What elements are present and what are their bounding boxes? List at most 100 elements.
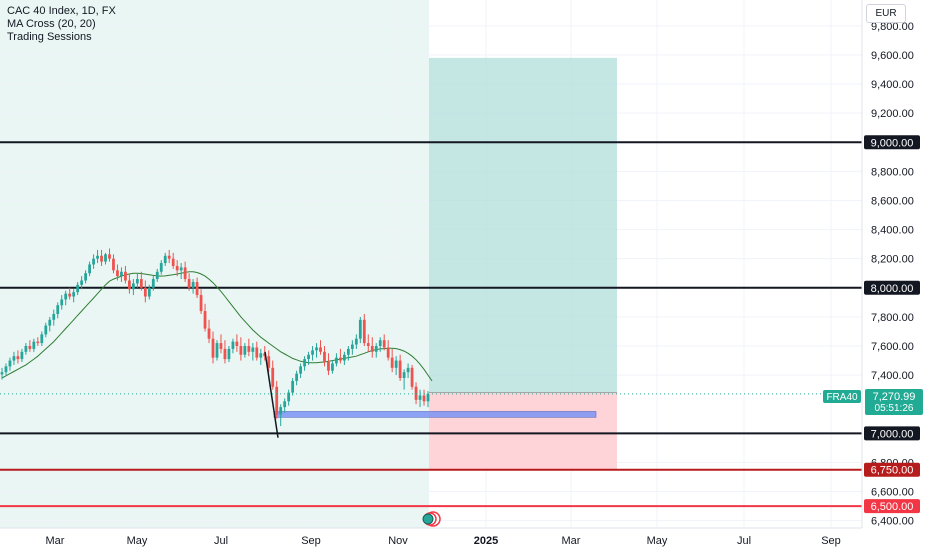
- candle-body: [8, 360, 12, 367]
- current-price-badge: FRA40 7,270.99 05:51:26: [823, 389, 923, 415]
- price-level-badge: [864, 135, 920, 150]
- candle-body: [155, 271, 159, 280]
- candle-body: [291, 380, 295, 393]
- currency-button[interactable]: EUR: [866, 4, 906, 23]
- price-tick-label: 6,400.00: [871, 516, 914, 528]
- price-tick-label: 7,600.00: [871, 341, 914, 353]
- candle-body: [88, 264, 91, 274]
- time-axis-label: Sep: [301, 535, 321, 547]
- session-background: [0, 0, 429, 528]
- position-profit-zone[interactable]: [429, 57, 617, 393]
- candle-body: [191, 281, 195, 288]
- candle-body: [124, 271, 127, 281]
- price-level-badge: [864, 280, 920, 295]
- candle-body: [84, 273, 88, 281]
- candle-body: [199, 295, 203, 312]
- drawn-trend-line[interactable]: [264, 351, 279, 438]
- candle-body: [112, 258, 115, 271]
- candle-body: [239, 345, 243, 355]
- candle-body: [319, 347, 322, 352]
- current-price-box: [865, 389, 923, 415]
- time-axis[interactable]: [0, 528, 862, 550]
- candle-body: [120, 271, 123, 277]
- candle-body: [378, 340, 382, 346]
- candle-body: [223, 348, 227, 360]
- candle-body: [255, 347, 259, 358]
- time-axis-label: Mar: [46, 535, 65, 547]
- price-axis[interactable]: [862, 0, 932, 550]
- price-tick-label: 9,400.00: [871, 79, 914, 91]
- candle-body: [299, 366, 302, 374]
- candle-body: [398, 360, 402, 379]
- candle-body: [116, 270, 119, 277]
- price-tick-label: 7,800.00: [871, 312, 914, 324]
- candle-body: [143, 287, 147, 297]
- candle-body: [92, 258, 95, 265]
- ma-line: [1, 271, 433, 382]
- candle-body: [366, 343, 370, 346]
- candle-body: [195, 281, 199, 296]
- candle-body: [215, 343, 219, 358]
- candle-body: [187, 279, 191, 288]
- price-tick-label: 9,600.00: [871, 50, 914, 62]
- candle-body: [48, 319, 52, 326]
- price-level-badge: [864, 499, 920, 514]
- chart-legend[interactable]: CAC 40 Index, 1D, FX MA Cross (20, 20) T…: [7, 5, 116, 44]
- candle-body: [76, 284, 80, 293]
- candle-body: [0, 372, 4, 375]
- candle-body: [275, 386, 279, 415]
- candle-body: [358, 319, 362, 339]
- candle-body: [211, 338, 215, 358]
- ma-cross-line: [1, 271, 433, 382]
- session-toggle-icon[interactable]: [422, 511, 441, 527]
- candle-body: [32, 341, 36, 349]
- candle-body: [171, 258, 175, 266]
- candle-body: [179, 267, 183, 271]
- candle-body: [259, 353, 263, 358]
- candle-body: [354, 338, 358, 345]
- candle-body: [307, 354, 310, 360]
- candle-body: [183, 267, 187, 280]
- price-axis-badges: 9,000.00 8,000.00 7,000.00 6,750.00 6,500.00: [864, 135, 920, 514]
- symbol-badge: [823, 390, 861, 403]
- candle-body: [16, 356, 20, 360]
- candle-body: [410, 367, 414, 387]
- position-loss-zone[interactable]: [429, 392, 617, 470]
- long-position-tool[interactable]: [273, 57, 617, 470]
- candle-body: [279, 407, 283, 415]
- indicator-trading-sessions[interactable]: Trading Sessions: [7, 31, 92, 43]
- candle-body: [96, 255, 99, 259]
- indicator-ma-cross[interactable]: MA Cross (20, 20): [7, 18, 96, 30]
- price-level-badge-label: 7,000.00: [871, 428, 914, 440]
- candle-body: [80, 280, 84, 285]
- candle-body: [283, 401, 287, 408]
- candle-body: [287, 392, 291, 402]
- candle-body: [12, 356, 16, 361]
- candle-body: [414, 386, 418, 400]
- candle-body: [219, 343, 223, 349]
- price-level-badge-label: 8,000.00: [871, 283, 914, 295]
- time-axis-label: Jul: [214, 535, 228, 547]
- candle-body: [315, 347, 318, 351]
- candle-body: [295, 373, 299, 381]
- candle-body: [243, 345, 247, 355]
- candle-body: [175, 265, 179, 271]
- candle-body: [370, 345, 374, 352]
- candle-body: [147, 287, 151, 297]
- annotations[interactable]: [264, 351, 279, 438]
- support-zone-rectangle[interactable]: [273, 411, 597, 418]
- symbol-title[interactable]: CAC 40 Index, 1D, FX: [7, 5, 116, 17]
- price-tick-label: 9,800.00: [871, 21, 914, 33]
- price-tick-label: 7,400.00: [871, 370, 914, 382]
- time-axis-labels: Mar May Jul Sep Nov 2025 Mar May Jul Sep: [46, 535, 841, 547]
- candle-body: [362, 319, 366, 344]
- candle-body: [342, 354, 346, 361]
- price-tick-label: 8,800.00: [871, 166, 914, 178]
- candle-body: [24, 345, 28, 352]
- candle-body: [151, 279, 155, 288]
- horizontal-levels[interactable]: [0, 141, 862, 508]
- candle-body: [44, 325, 48, 335]
- candle-body: [422, 395, 426, 402]
